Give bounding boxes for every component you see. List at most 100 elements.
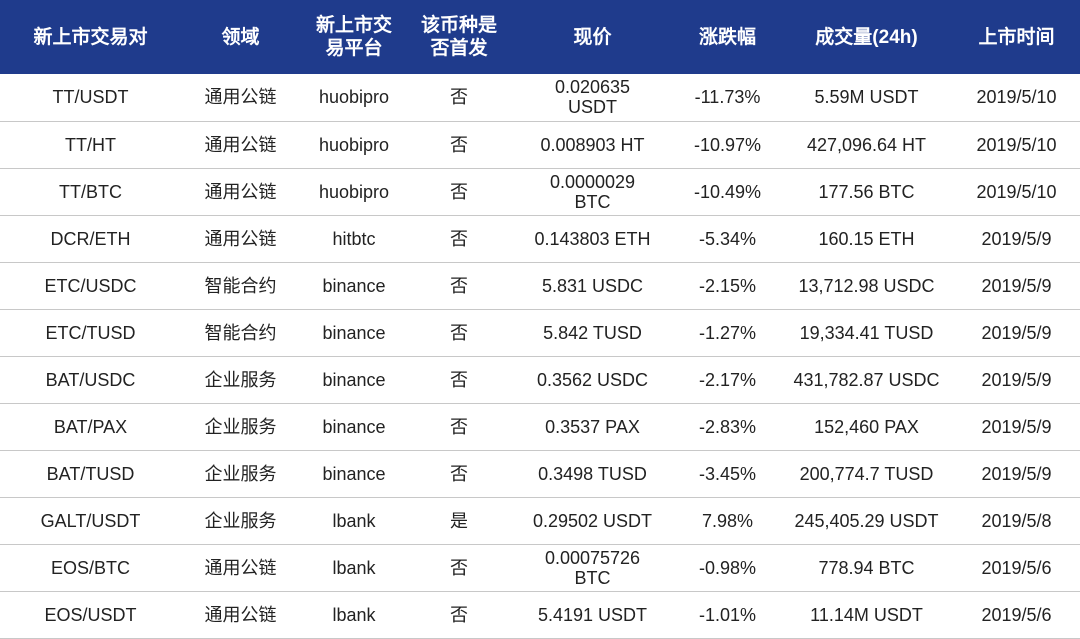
cell-listing-date: 2019/5/10 — [976, 181, 1057, 202]
table-row: BAT/PAX 企业服务 binance 否 0.3537 PAX -2.83% 152,4… — [0, 403, 1080, 450]
cell-price: 5.831 USDC — [541, 275, 644, 296]
cell-first-listing: 否 — [450, 322, 468, 343]
header-label: 该币种是 — [420, 15, 497, 36]
cell-first-listing: 否 — [450, 87, 468, 108]
cell-exchange: huobipro — [318, 134, 390, 155]
cell-exchange: lbank — [332, 604, 376, 625]
header-first-listing: 该币种是 否首发 — [408, 0, 510, 74]
cell-sector: 通用公链 — [204, 134, 277, 155]
cell-exchange: binance — [322, 275, 386, 296]
cell-listing-date: 2019/5/6 — [981, 557, 1052, 578]
table-row: BAT/USDC 企业服务 binance 否 0.3562 USDC -2.17% 431… — [0, 356, 1080, 403]
cell-pair: TT/HT — [65, 134, 116, 155]
header-exchange: 新上市交 易平台 — [300, 0, 408, 74]
header-label: 易平台 — [325, 38, 383, 59]
cell-listing-date: 2019/5/6 — [981, 604, 1052, 625]
cell-volume: 160.15 ETH — [818, 228, 915, 249]
cell-sector: 智能合约 — [204, 322, 277, 343]
cell-listing-date: 2019/5/9 — [981, 416, 1052, 437]
cell-price: 5.4191 USDT — [537, 604, 648, 625]
cell-exchange: binance — [322, 463, 386, 484]
cell-volume: 13,712.98 USDC — [798, 275, 935, 296]
cell-volume: 200,774.7 TUSD — [799, 463, 934, 484]
header-volume: 成交量(24h) — [780, 0, 953, 74]
cell-first-listing: 是 — [450, 510, 468, 531]
cell-sector: 通用公链 — [204, 228, 277, 249]
cell-sector: 企业服务 — [204, 463, 277, 484]
table-row: TT/BTC 通用公链 huobipro 否 0.0000029 BTC -10.49% 1… — [0, 168, 1080, 215]
cell-sector: 智能合约 — [204, 275, 277, 296]
header-price: 现价 — [510, 0, 675, 74]
header-label: 新上市交易对 — [33, 26, 148, 48]
cell-price: 0.00075726 BTC — [544, 547, 641, 588]
cell-sector: 企业服务 — [204, 416, 277, 437]
cell-sector: 企业服务 — [204, 369, 277, 390]
cell-volume: 177.56 BTC — [818, 181, 915, 202]
cell-exchange: hitbtc — [332, 228, 376, 249]
cell-exchange: huobipro — [318, 87, 390, 108]
table-row: ETC/USDC 智能合约 binance 否 5.831 USDC -2.15% 13,7… — [0, 262, 1080, 309]
cell-volume: 19,334.41 TUSD — [799, 322, 934, 343]
cell-price: 0.008903 HT — [540, 134, 645, 155]
cell-change: -10.49% — [693, 181, 762, 202]
cell-listing-date: 2019/5/9 — [981, 463, 1052, 484]
cell-listing-date: 2019/5/10 — [976, 87, 1057, 108]
table-body: TT/USDT 通用公链 huobipro 否 0.020635 USDT -11.73%… — [0, 74, 1080, 638]
header-label: 上市时间 — [978, 26, 1055, 48]
cell-listing-date: 2019/5/9 — [981, 369, 1052, 390]
cell-volume: 778.94 BTC — [818, 557, 915, 578]
cell-change: -3.45% — [698, 463, 757, 484]
cell-change: -0.98% — [698, 557, 757, 578]
cell-volume: 11.14M USDT — [810, 604, 923, 625]
cell-exchange: huobipro — [318, 181, 390, 202]
cell-exchange: lbank — [332, 510, 376, 531]
cell-volume: 431,782.87 USDC — [793, 369, 940, 390]
table-row: EOS/BTC 通用公链 lbank 否 0.00075726 BTC -0.98% 778… — [0, 544, 1080, 591]
cell-first-listing: 否 — [450, 463, 468, 484]
cell-pair: TT/BTC — [59, 181, 122, 202]
cell-volume: 427,096.64 HT — [806, 134, 927, 155]
cell-exchange: lbank — [332, 557, 376, 578]
header-change: 涨跌幅 — [675, 0, 780, 74]
cell-exchange: binance — [322, 416, 386, 437]
cell-sector: 通用公链 — [204, 604, 277, 625]
header-label: 成交量(24h) — [815, 26, 918, 48]
table-header: 新上市交易对 领域 新上市交 易平台 该币种是 否首发 现价 涨跌幅 成交量(24h) 上市时间 — [0, 0, 1080, 74]
cell-exchange: binance — [322, 369, 386, 390]
cell-listing-date: 2019/5/9 — [981, 228, 1052, 249]
cell-change: -2.83% — [698, 416, 757, 437]
cell-change: -2.17% — [698, 369, 757, 390]
table-row: TT/HT 通用公链 huobipro 否 0.008903 HT -10.97% 427,… — [0, 121, 1080, 168]
cell-first-listing: 否 — [450, 228, 468, 249]
cell-pair: TT/USDT — [52, 87, 129, 108]
cell-first-listing: 否 — [450, 134, 468, 155]
header-row: 新上市交易对 领域 新上市交 易平台 该币种是 否首发 现价 涨跌幅 成交量(24h) 上市时间 — [0, 0, 1080, 74]
cell-listing-date: 2019/5/10 — [976, 134, 1057, 155]
cell-price: 0.3562 USDC — [536, 369, 649, 390]
header-pair: 新上市交易对 — [0, 0, 181, 74]
cell-change: -1.27% — [698, 322, 757, 343]
cell-pair: BAT/USDC — [45, 369, 136, 390]
table-row: ETC/TUSD 智能合约 binance 否 5.842 TUSD -1.27% 19,3… — [0, 309, 1080, 356]
header-label: 否首发 — [430, 38, 488, 59]
header-listing-date: 上市时间 — [953, 0, 1080, 74]
cell-pair: ETC/USDC — [44, 275, 137, 296]
table-row: TT/USDT 通用公链 huobipro 否 0.020635 USDT -11.73%… — [0, 74, 1080, 121]
cell-first-listing: 否 — [450, 416, 468, 437]
cell-sector: 通用公链 — [204, 87, 277, 108]
cell-first-listing: 否 — [450, 604, 468, 625]
cell-price: 0.3537 PAX — [545, 416, 640, 437]
cell-first-listing: 否 — [450, 275, 468, 296]
cell-exchange: binance — [322, 322, 386, 343]
cell-sector: 企业服务 — [204, 510, 277, 531]
cell-change: -11.73% — [694, 87, 761, 108]
header-label: 现价 — [573, 26, 612, 48]
header-label: 涨跌幅 — [698, 26, 756, 48]
cell-listing-date: 2019/5/9 — [981, 322, 1052, 343]
table-row: DCR/ETH 通用公链 hitbtc 否 0.143803 ETH -5.34% 160.… — [0, 215, 1080, 262]
cell-first-listing: 否 — [450, 557, 468, 578]
cell-pair: DCR/ETH — [50, 228, 131, 249]
cell-price: 5.842 TUSD — [543, 322, 642, 343]
cell-pair: BAT/TUSD — [46, 463, 135, 484]
